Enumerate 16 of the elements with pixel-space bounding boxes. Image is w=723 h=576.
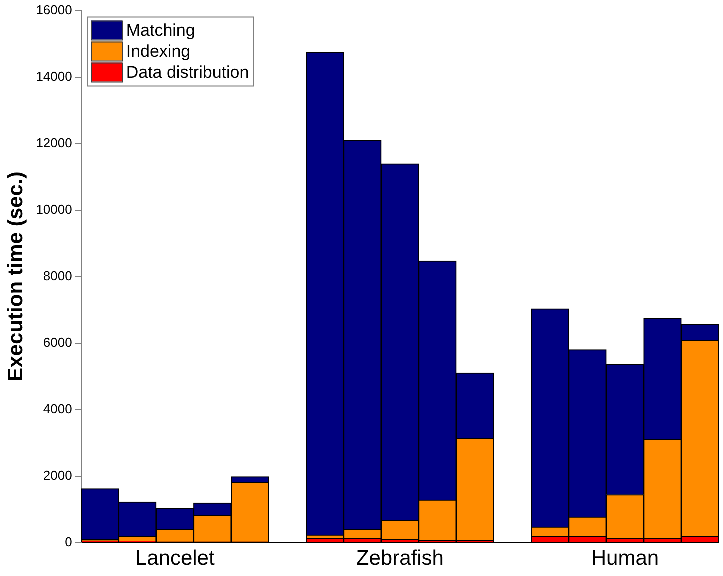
y-tick-label: 6000 — [43, 334, 72, 350]
y-tick-label: 8000 — [43, 268, 72, 284]
legend-label: Data distribution — [126, 62, 250, 82]
y-tick-label: 12000 — [36, 135, 72, 150]
x-tick-label: Human — [591, 547, 660, 570]
y-axis-title: Execution time (sec.) — [4, 172, 28, 382]
legend-label: Matching — [126, 20, 196, 40]
legend-label: Indexing — [126, 42, 191, 61]
y-tick-label: 10000 — [36, 202, 72, 217]
x-tick-label: Lancelet — [135, 547, 215, 570]
y-tick-label: 14000 — [36, 68, 72, 84]
y-tick-label: 2000 — [43, 468, 72, 483]
y-tick-label: 16000 — [36, 2, 72, 18]
y-tick-label: 4000 — [43, 401, 72, 416]
y-tick-label: 0 — [65, 534, 72, 550]
x-tick-label: Zebrafish — [356, 547, 444, 570]
